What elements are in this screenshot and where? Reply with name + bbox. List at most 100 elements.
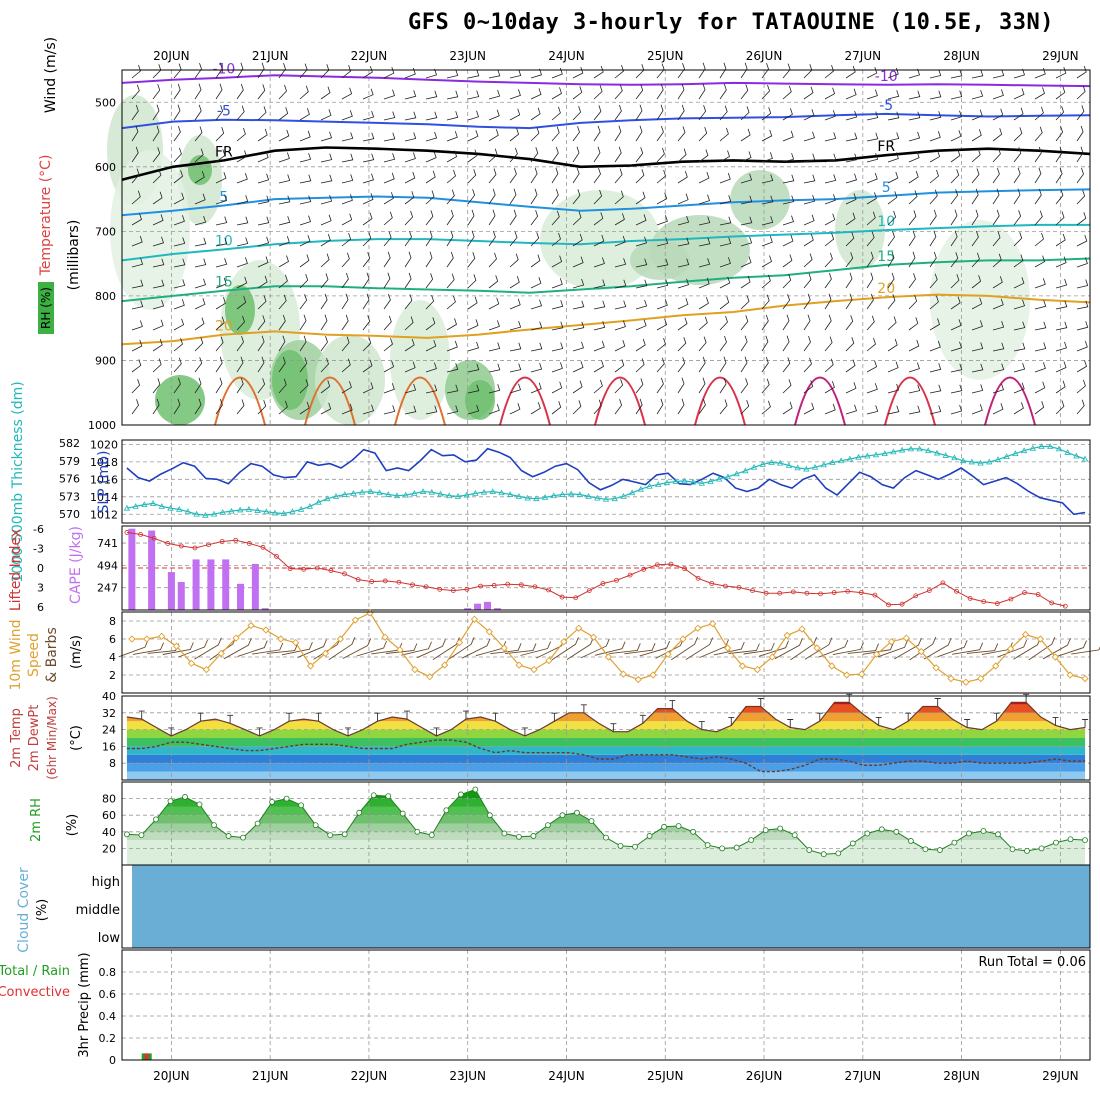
wind-barb-10m (1013, 637, 1041, 660)
wind-speed-point (187, 659, 196, 667)
wind-barb (824, 64, 834, 79)
rh-band (126, 815, 1086, 824)
wind-barb (551, 342, 564, 352)
wind-barb (761, 216, 774, 226)
wind-barb (194, 377, 202, 394)
wind-barb (467, 110, 480, 121)
wind-barb-10m (1028, 636, 1056, 661)
wind-barb (404, 294, 413, 310)
minmax-whisker (610, 723, 617, 732)
wind-barb (278, 174, 291, 184)
wind-barb (530, 127, 540, 142)
thickness-point (585, 492, 592, 499)
wind-barb (908, 384, 921, 394)
wind-barb (341, 252, 350, 268)
wind-barb (425, 317, 436, 331)
wind-barb (257, 128, 268, 142)
wind-speed-point (575, 624, 583, 632)
wind-barb (1076, 65, 1087, 79)
wind-barb (887, 132, 900, 142)
warm-dome-contour (499, 376, 551, 426)
wind-barb (677, 317, 688, 331)
wind-speed-point (530, 665, 538, 674)
wind-barb (278, 400, 288, 415)
minmax-whisker (433, 727, 440, 736)
lifted-index-point (641, 566, 647, 572)
thickness-point (1055, 445, 1063, 452)
wind-barb (614, 378, 624, 394)
cape-bar (192, 559, 200, 610)
wind-barb (593, 125, 601, 142)
wind-tick-label: 8 (109, 615, 116, 628)
wind-barb (488, 363, 501, 373)
minmax-whisker (462, 710, 469, 720)
temperature-band (126, 738, 1086, 747)
wind-barb (866, 383, 878, 394)
wind-barb (845, 272, 853, 289)
wind-barb (572, 189, 581, 205)
wind-barb (404, 251, 412, 268)
cape-tick-label: 494 (97, 559, 118, 572)
wind-barb (887, 90, 900, 100)
rh-point (878, 826, 885, 833)
thickness-point (898, 446, 906, 453)
wind-barb-10m (266, 643, 299, 654)
wind-barb (992, 69, 1005, 79)
wind-barb (782, 357, 791, 373)
wind-barb (236, 237, 249, 247)
wind-speed-point (694, 624, 702, 632)
pressure-tick-label: 600 (95, 161, 116, 174)
lifted-index-point (192, 545, 198, 551)
rh-point (1082, 837, 1088, 843)
wind-barb (677, 278, 690, 289)
minmax-whisker (728, 716, 735, 726)
lifted-index-point (410, 582, 415, 588)
wind-barb (446, 251, 454, 268)
wind-barb (887, 405, 900, 415)
wind-barb (593, 105, 602, 121)
wind-speed-point (1051, 653, 1059, 661)
wind-barb (971, 148, 981, 163)
wind-barb (341, 314, 349, 331)
wind-barb (173, 170, 184, 184)
thickness-point (1047, 443, 1054, 449)
wind-barb (572, 66, 584, 79)
rh-point (748, 837, 755, 843)
wind-barb (341, 132, 354, 142)
wind-barb (698, 237, 711, 247)
wind-barb (824, 403, 836, 415)
wind-barb (488, 109, 500, 121)
bottom-date-label: 23JUN (449, 1069, 486, 1083)
wind-barb (257, 84, 266, 100)
wind-barb (1076, 167, 1084, 184)
wind-barb (971, 168, 980, 184)
wind-barb (425, 273, 434, 289)
thickness-point (176, 506, 183, 512)
wind-speed-point (932, 664, 940, 672)
wind-barb (950, 341, 963, 352)
cloud-axis-label: Cloud Cover (16, 867, 32, 953)
wind-barb (761, 400, 771, 415)
wind-barb (782, 314, 790, 331)
thickness-point (350, 490, 357, 496)
lifted-index-point (559, 594, 565, 600)
warm-dome-contour (214, 376, 266, 426)
wind-barb (152, 398, 160, 415)
wind-barb (719, 237, 732, 247)
wind-speed-point (306, 662, 315, 670)
rh-point (835, 850, 842, 857)
wind-barb (1034, 232, 1044, 247)
thickness-point (524, 494, 531, 501)
wind-barb (761, 294, 770, 310)
wind-barb (698, 336, 707, 352)
wind-speed-point (783, 631, 791, 640)
wind-barb (362, 272, 370, 289)
wind-barb (992, 108, 1004, 121)
wind-barb (971, 89, 984, 100)
wind-barb (467, 230, 475, 247)
wind-barb (950, 296, 961, 310)
wind-speed-point (158, 632, 166, 640)
rh-point (167, 798, 174, 804)
rh-point (341, 831, 348, 838)
rh-point (327, 832, 334, 839)
